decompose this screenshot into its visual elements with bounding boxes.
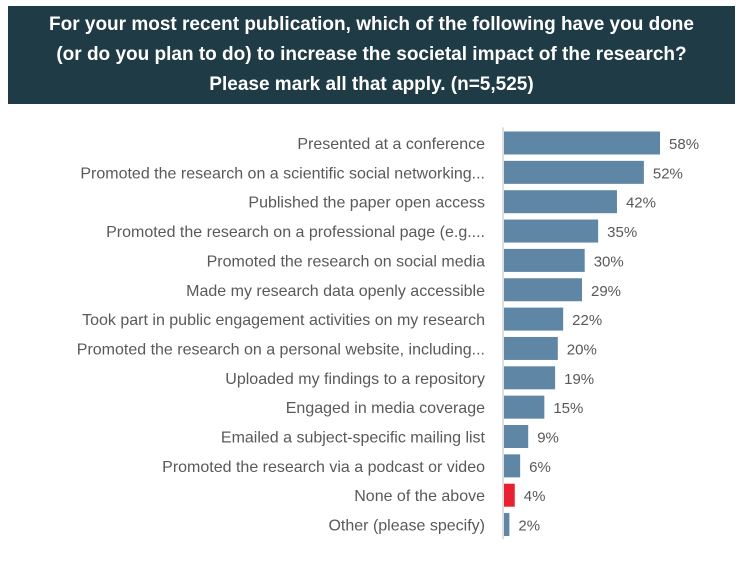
category-label: Promoted the research on social media [207, 253, 485, 270]
value-label: 22% [572, 312, 602, 329]
value-label: 30% [594, 253, 624, 270]
bar [504, 248, 585, 272]
value-label: 19% [564, 371, 594, 388]
category-label: Published the paper open access [248, 195, 485, 212]
bar [504, 219, 599, 243]
category-label: Presented at a conference [297, 136, 485, 153]
title-banner: For your most recent publication, which … [8, 6, 735, 104]
category-label: None of the above [354, 488, 485, 505]
value-label: 52% [653, 165, 683, 182]
category-label: Other (please specify) [328, 518, 485, 535]
value-label: 20% [567, 341, 597, 358]
value-label: 9% [537, 430, 559, 447]
category-label: Promoted the research on a professional … [106, 224, 485, 241]
value-label: 6% [529, 459, 551, 476]
bar [504, 395, 545, 419]
category-label: Took part in public engagement activitie… [82, 312, 485, 329]
value-label: 42% [626, 195, 656, 212]
bar [504, 454, 521, 478]
category-label: Promoted the research on a personal webs… [77, 341, 485, 358]
bar [504, 483, 515, 507]
bar [504, 336, 558, 360]
value-label: 15% [553, 400, 583, 417]
chart-title: For your most recent publication, which … [49, 14, 694, 95]
category-label: Promoted the research via a podcast or v… [162, 459, 485, 476]
bar [504, 366, 556, 390]
category-label: Engaged in media coverage [286, 400, 485, 417]
bar [504, 513, 510, 537]
bar [504, 190, 617, 214]
value-label: 29% [591, 283, 621, 300]
value-label: 58% [669, 136, 699, 153]
category-label: Made my research data openly accessible [186, 283, 485, 300]
bar [504, 278, 583, 302]
bar [504, 131, 661, 155]
bar [504, 160, 644, 184]
value-label: 2% [518, 518, 540, 535]
category-label: Emailed a subject-specific mailing list [221, 430, 486, 447]
category-label: Uploaded my findings to a repository [225, 371, 485, 388]
category-label: Promoted the research on a scientific so… [80, 165, 485, 182]
bar [504, 425, 529, 448]
value-label: 4% [524, 488, 546, 505]
bar [504, 307, 564, 331]
value-label: 35% [607, 224, 637, 241]
